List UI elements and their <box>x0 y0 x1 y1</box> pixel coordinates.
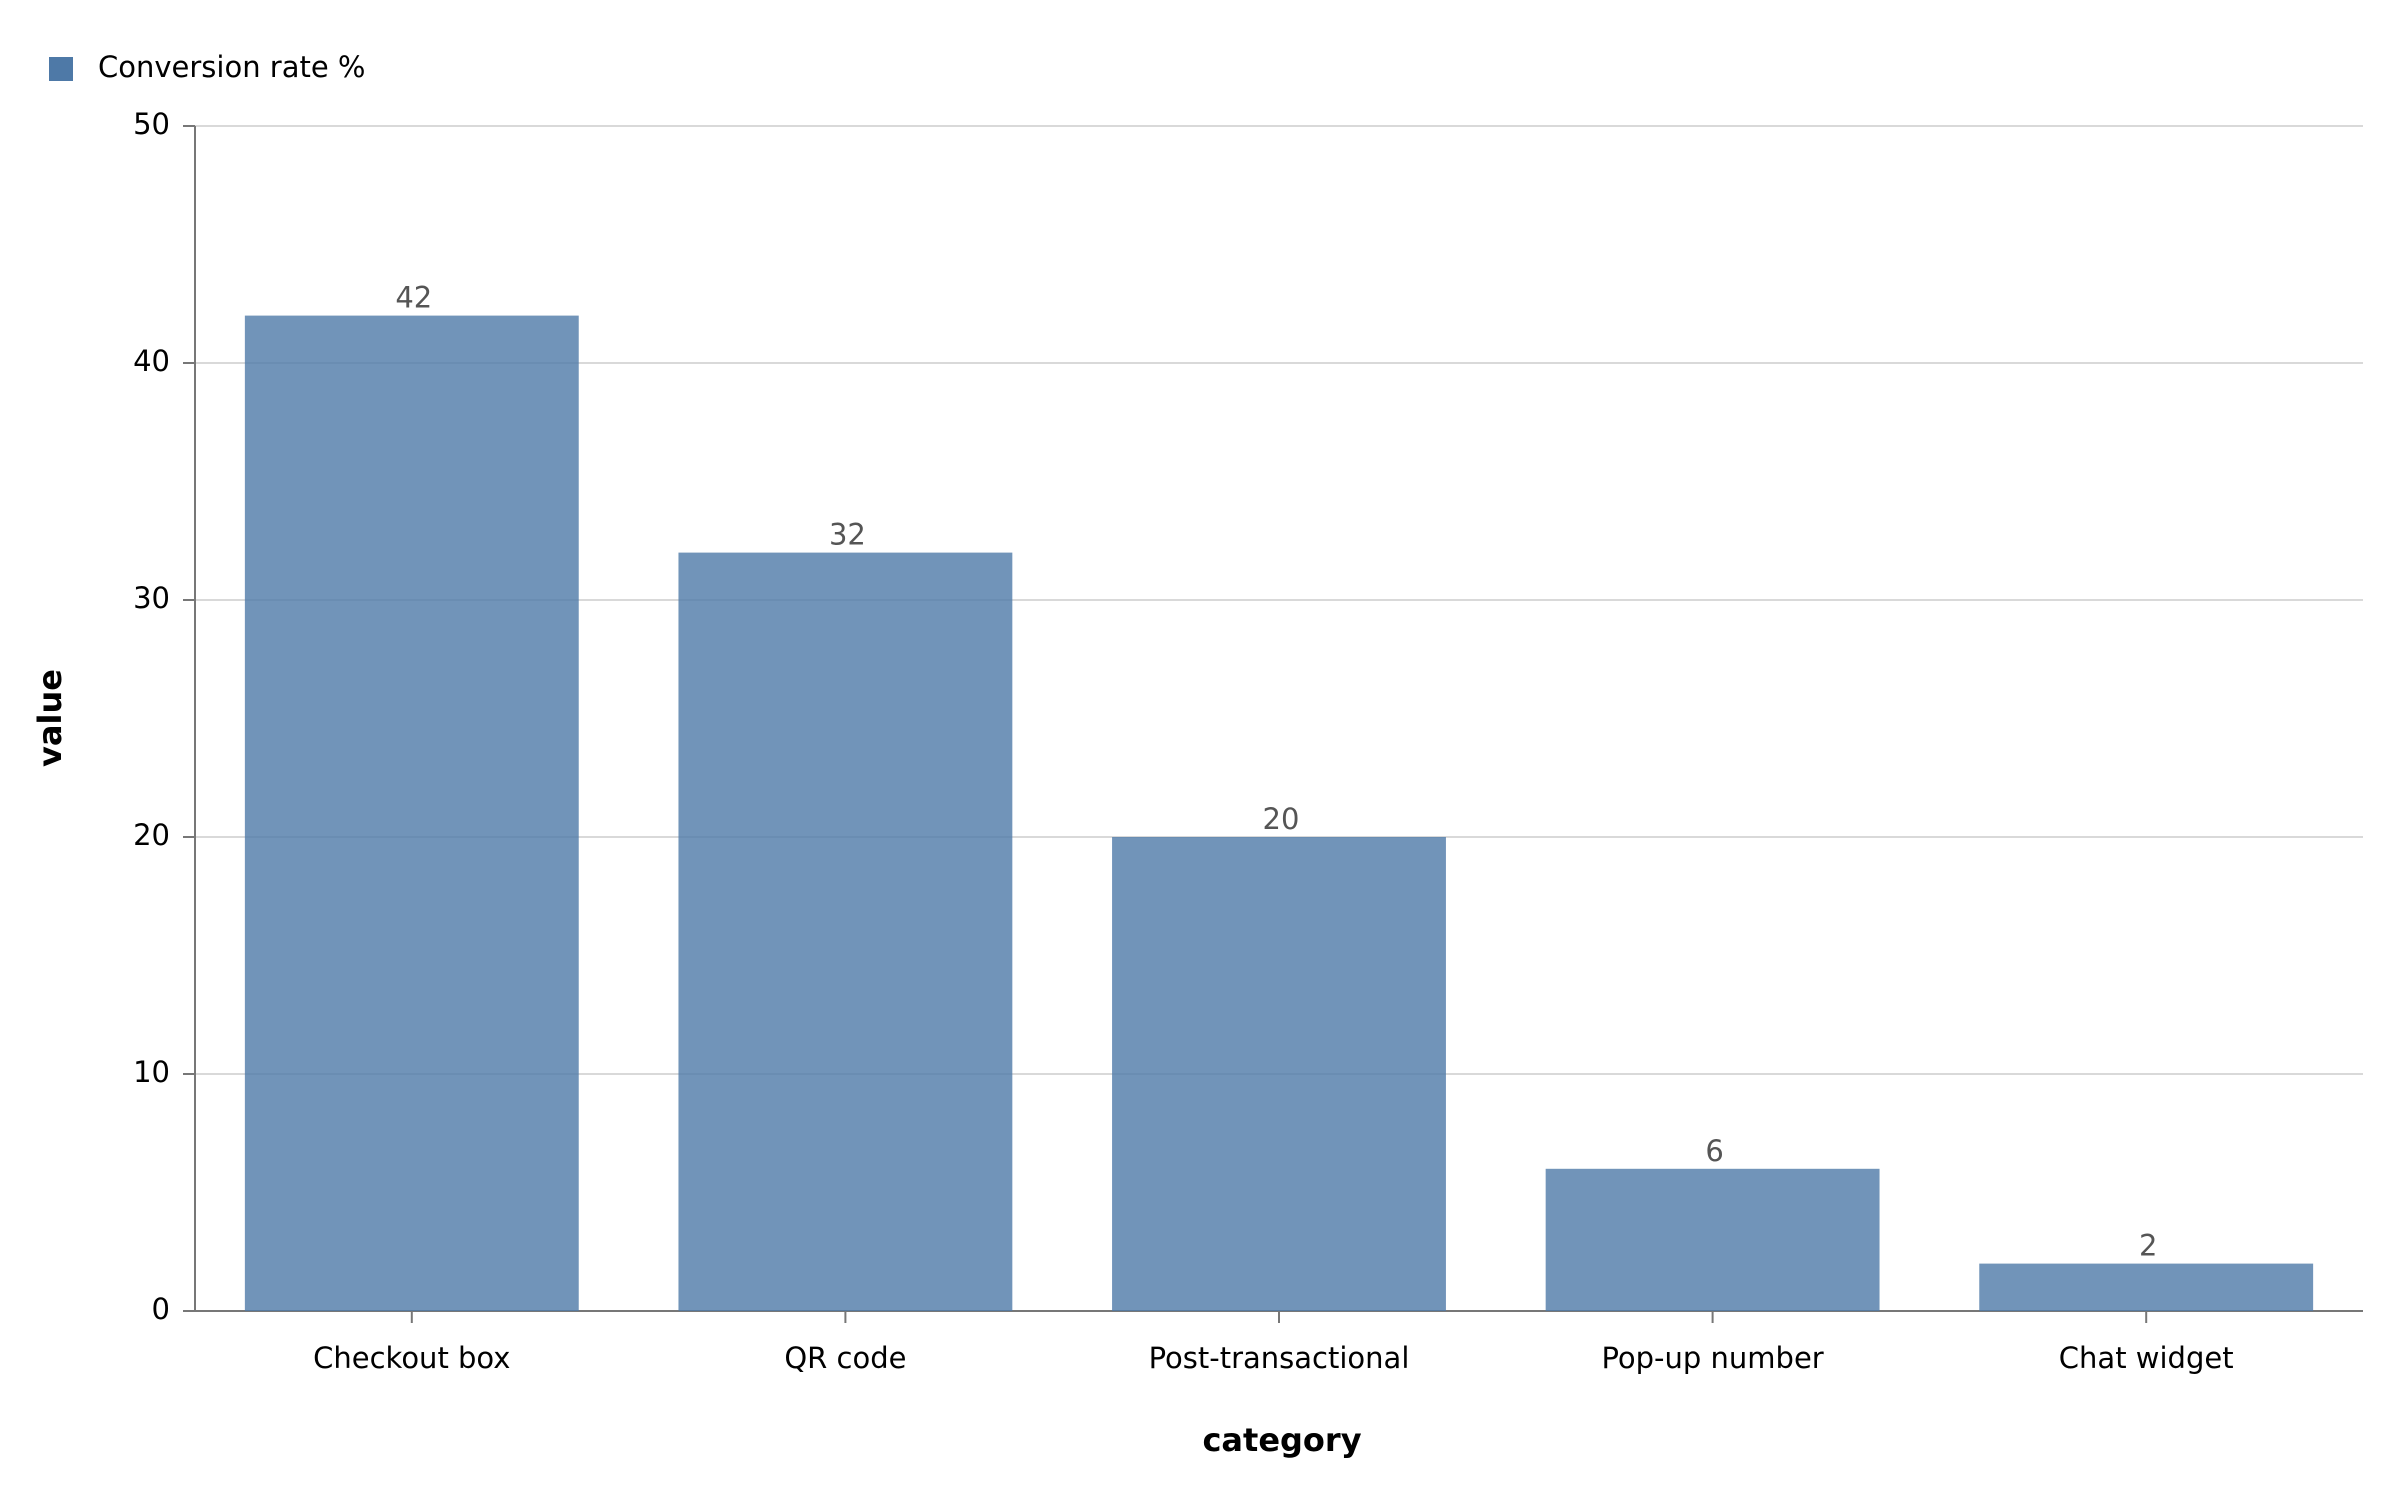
bar <box>678 552 1013 1311</box>
legend-marker <box>49 57 73 81</box>
bar <box>1545 1168 1880 1311</box>
x-tick-label: Post-transactional <box>1149 1341 1410 1375</box>
x-tick-label: Checkout box <box>313 1341 510 1375</box>
value-label: 2 <box>2139 1229 2157 1263</box>
bar <box>244 315 579 1312</box>
x-tick-label: Pop-up number <box>1601 1341 1823 1375</box>
y-tick-label: 20 <box>133 818 170 852</box>
x-tick-label: Chat widget <box>2059 1341 2234 1375</box>
bar <box>1979 1263 2314 1311</box>
y-axis-title: value <box>31 669 69 767</box>
y-tick-label: 40 <box>133 344 170 378</box>
y-tick-label: 0 <box>152 1292 170 1326</box>
y-tick-label: 10 <box>133 1055 170 1089</box>
value-label: 32 <box>829 518 866 552</box>
x-axis-title: category <box>1202 1421 1361 1459</box>
value-label: 20 <box>1263 802 1300 836</box>
x-tick-label: QR code <box>784 1341 906 1375</box>
y-tick-label: 50 <box>133 107 170 141</box>
value-label: 42 <box>395 281 432 315</box>
y-tick-label: 30 <box>133 581 170 615</box>
value-label: 6 <box>1705 1134 1723 1168</box>
bar <box>1112 837 1446 1311</box>
legend-label: Conversion rate % <box>98 50 366 84</box>
